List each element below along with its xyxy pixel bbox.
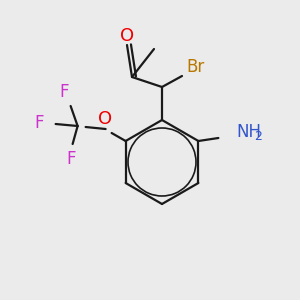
Text: O: O bbox=[120, 27, 134, 45]
Text: 2: 2 bbox=[254, 130, 262, 143]
Text: NH: NH bbox=[236, 123, 261, 141]
Text: F: F bbox=[66, 150, 75, 168]
Text: F: F bbox=[34, 114, 43, 132]
Text: O: O bbox=[98, 110, 112, 128]
Text: Br: Br bbox=[187, 58, 205, 76]
Text: F: F bbox=[59, 83, 68, 101]
